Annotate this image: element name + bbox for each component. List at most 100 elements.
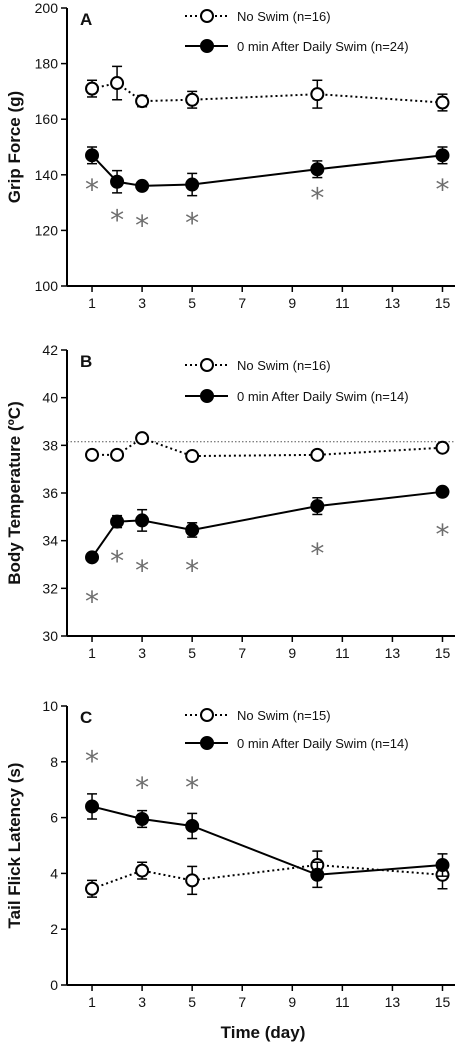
x-tick-label: 1: [88, 645, 96, 661]
x-tick-label: 13: [385, 994, 401, 1010]
data-point-0: [135, 94, 150, 109]
data-point-1: [135, 178, 150, 193]
data-point-1: [85, 799, 100, 814]
legend-label: 0 min After Daily Swim (n=24): [237, 39, 409, 54]
y-axis-title: Grip Force (g): [5, 91, 24, 203]
y-tick-label: 34: [42, 533, 58, 549]
data-point-1: [310, 867, 325, 882]
x-tick-label: 7: [238, 994, 246, 1010]
significance-marker: *: [435, 518, 449, 551]
panel-letter: A: [80, 10, 92, 29]
y-tick-label: 100: [35, 278, 59, 294]
significance-marker: *: [85, 173, 99, 206]
y-tick-label: 4: [50, 865, 58, 881]
x-tick-label: 13: [385, 295, 401, 311]
y-tick-label: 38: [42, 437, 58, 453]
series-line-0: [91, 864, 443, 890]
data-point-1: [135, 811, 150, 826]
data-point-1: [85, 148, 100, 163]
significance-marker: *: [110, 544, 124, 577]
y-axis-title: Tail Flick Latency (s): [5, 763, 24, 929]
data-point-0: [435, 440, 450, 455]
panel-letter: C: [80, 708, 92, 727]
significance-marker: *: [310, 537, 324, 570]
significance-marker: *: [185, 554, 199, 587]
x-tick-label: 9: [288, 645, 296, 661]
x-tick-label: 5: [188, 994, 196, 1010]
x-tick-label: 11: [335, 994, 350, 1010]
y-tick-label: 36: [42, 485, 58, 501]
y-tick-label: 32: [42, 580, 58, 596]
data-point-1: [85, 550, 100, 565]
legend-label: 0 min After Daily Swim (n=14): [237, 389, 409, 404]
significance-marker: *: [110, 204, 124, 237]
data-point-0: [185, 449, 200, 464]
y-tick-label: 30: [42, 628, 58, 644]
legend-label: 0 min After Daily Swim (n=14): [237, 736, 409, 751]
y-tick-label: 8: [50, 754, 58, 770]
x-axis-title: Time (day): [221, 1023, 306, 1042]
data-point-0: [110, 76, 125, 91]
data-point-0: [85, 447, 100, 462]
x-tick-label: 15: [435, 645, 451, 661]
data-point-0: [185, 873, 200, 888]
data-point-1: [435, 148, 450, 163]
x-tick-label: 1: [88, 994, 96, 1010]
x-tick-label: 3: [138, 645, 146, 661]
y-tick-label: 0: [50, 977, 58, 993]
significance-marker: *: [135, 554, 149, 587]
x-tick-label: 15: [435, 295, 451, 311]
x-tick-label: 7: [238, 645, 246, 661]
x-tick-label: 15: [435, 994, 451, 1010]
data-point-1: [185, 818, 200, 833]
x-tick-label: 5: [188, 295, 196, 311]
legend-marker: [200, 358, 214, 372]
legend-label: No Swim (n=16): [237, 358, 331, 373]
data-point-0: [310, 447, 325, 462]
panel-letter: B: [80, 352, 92, 371]
x-tick-label: 7: [238, 295, 246, 311]
legend-label: No Swim (n=16): [237, 9, 331, 24]
x-tick-label: 3: [138, 994, 146, 1010]
legend-marker: [200, 389, 214, 403]
data-point-1: [135, 513, 150, 528]
y-tick-label: 40: [42, 390, 58, 406]
data-point-0: [310, 87, 325, 102]
x-tick-label: 11: [335, 295, 350, 311]
y-tick-label: 6: [50, 810, 58, 826]
y-tick-label: 200: [35, 0, 59, 16]
data-point-1: [435, 858, 450, 873]
x-tick-label: 11: [335, 645, 350, 661]
y-tick-label: 2: [50, 921, 58, 937]
legend-marker: [200, 9, 214, 23]
data-point-1: [310, 162, 325, 177]
data-point-0: [85, 81, 100, 96]
data-point-0: [85, 881, 100, 896]
data-point-1: [185, 522, 200, 537]
data-point-0: [110, 447, 125, 462]
data-point-0: [135, 863, 150, 878]
x-tick-label: 5: [188, 645, 196, 661]
x-tick-label: 9: [288, 295, 296, 311]
significance-marker: *: [85, 745, 99, 778]
data-point-0: [185, 92, 200, 107]
data-point-1: [110, 514, 125, 529]
data-point-1: [185, 177, 200, 192]
legend-marker: [200, 708, 214, 722]
x-tick-label: 1: [88, 295, 96, 311]
significance-marker: *: [135, 209, 149, 242]
significance-marker: *: [85, 585, 99, 618]
x-tick-label: 13: [385, 645, 401, 661]
y-tick-label: 140: [35, 167, 59, 183]
x-tick-label: 3: [138, 295, 146, 311]
data-point-0: [435, 95, 450, 110]
data-point-1: [110, 174, 125, 189]
x-tick-label: 9: [288, 994, 296, 1010]
significance-marker: *: [185, 771, 199, 804]
significance-marker: *: [135, 771, 149, 804]
significance-marker: *: [185, 206, 199, 239]
y-tick-label: 160: [35, 111, 59, 127]
y-tick-label: 42: [42, 342, 58, 358]
legend-marker: [200, 736, 214, 750]
